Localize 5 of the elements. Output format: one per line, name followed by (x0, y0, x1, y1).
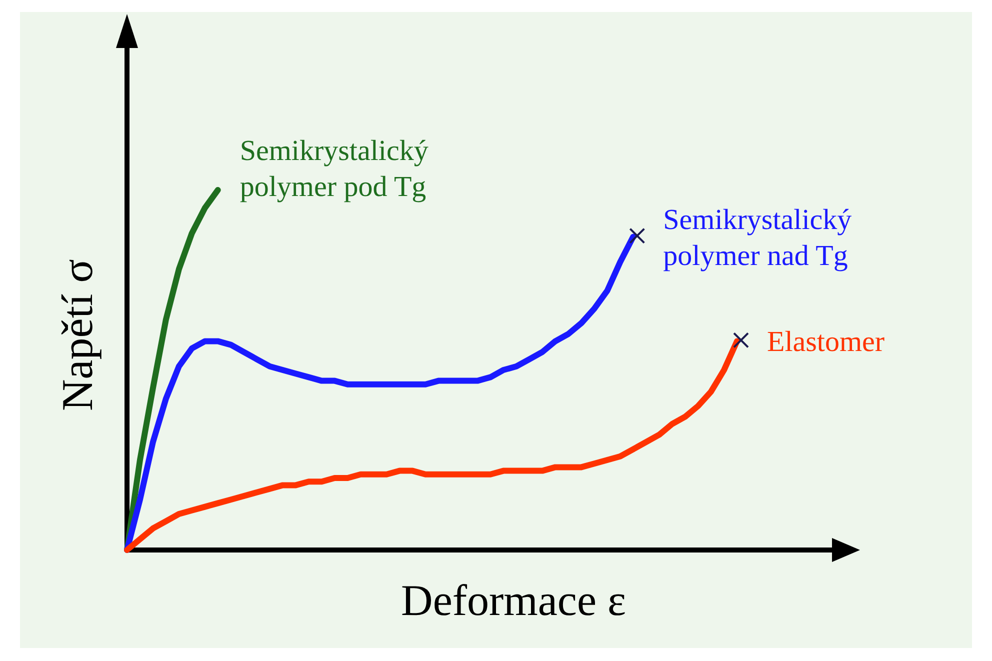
series-label: Semikrystalický polymer nad Tg (663, 204, 852, 272)
series-label: Elastomer (767, 326, 885, 358)
x-axis-title: Deformace ε (401, 576, 626, 625)
y-axis-title: Napětí σ (53, 258, 102, 412)
series-label: Semikrystalický polymer pod Tg (240, 135, 429, 203)
